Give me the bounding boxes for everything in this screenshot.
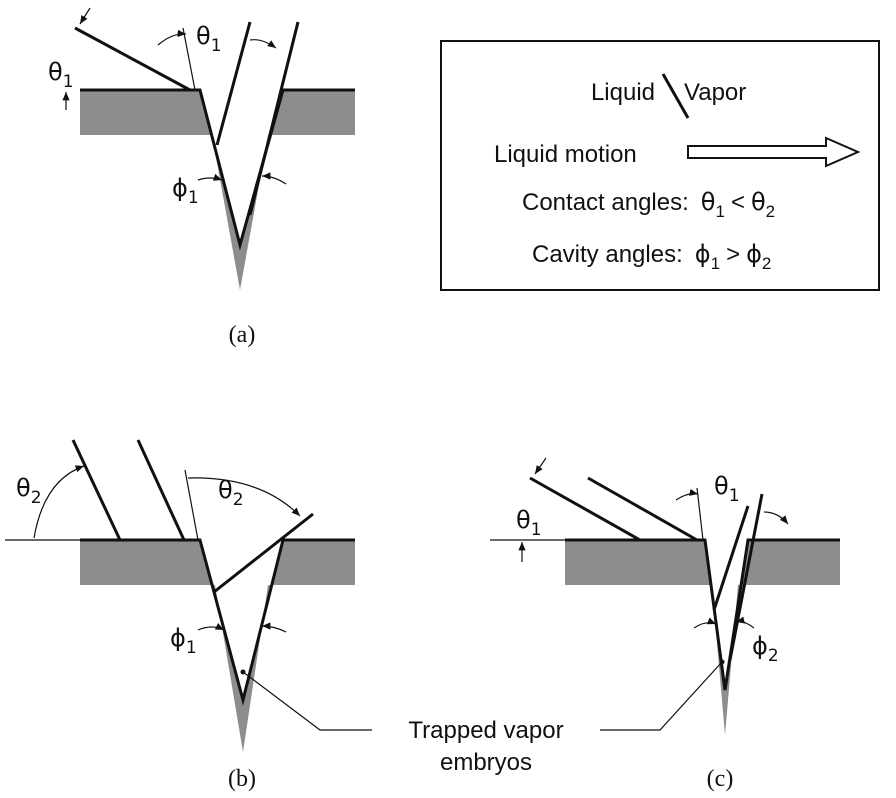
angle-arc xyxy=(735,616,755,629)
angle-arrow xyxy=(534,457,547,475)
label: θ2 xyxy=(16,474,42,508)
angle-arc xyxy=(763,511,789,525)
surface-outline xyxy=(80,538,355,706)
angle-arc xyxy=(157,29,187,46)
label: θ2 xyxy=(218,476,244,510)
liquid-interface xyxy=(71,439,122,541)
panel-a: θ1 θ1 ϕ1 (a) xyxy=(48,7,355,348)
leader-line xyxy=(242,671,372,731)
solid-surface xyxy=(80,90,355,290)
legend-motion: Liquid motion xyxy=(494,141,637,168)
reference-line xyxy=(696,487,704,541)
liquid-interface xyxy=(529,476,641,542)
angle-arc xyxy=(197,173,223,181)
motion-arrow xyxy=(687,136,861,168)
annotation-text: Trapped vapor xyxy=(408,717,563,744)
surface-outline xyxy=(565,538,840,691)
caption: (a) xyxy=(229,322,256,348)
label: θ1 xyxy=(714,472,740,506)
angle-arc xyxy=(261,172,287,185)
annotation-text: embryos xyxy=(440,749,532,776)
solid-surface xyxy=(565,540,840,735)
surface-outline xyxy=(80,88,355,251)
angle-arc xyxy=(249,39,277,49)
interface-sample xyxy=(661,73,690,119)
legend-cavity: Cavity angles: ϕ1 > ϕ2 xyxy=(532,240,771,273)
legend: Liquid Vapor Liquid motion Contact angle… xyxy=(440,40,880,291)
angle-arrow xyxy=(79,7,91,25)
solid-surface xyxy=(80,540,355,752)
label: θ1 xyxy=(196,22,222,56)
liquid-interface xyxy=(136,439,186,541)
angle-arc xyxy=(675,488,699,501)
panel-b: θ2 θ2 ϕ1 (b) xyxy=(5,439,355,792)
liquid-interface xyxy=(74,26,191,92)
vapor-interface xyxy=(213,512,314,594)
vapor-interface xyxy=(215,21,252,146)
panel-c: θ1 θ1 ϕ2 (c) xyxy=(490,457,840,792)
label: ϕ2 xyxy=(752,632,779,666)
legend-liquid: Liquid xyxy=(591,79,655,106)
reference-line xyxy=(182,27,196,91)
caption: (c) xyxy=(707,766,734,792)
label: θ1 xyxy=(48,58,74,92)
angle-arc xyxy=(693,617,717,629)
angle-arc xyxy=(197,623,225,631)
label: ϕ1 xyxy=(170,624,197,658)
angle-arc xyxy=(261,622,287,633)
label: θ1 xyxy=(516,506,542,540)
reference-line xyxy=(184,469,199,541)
legend-box xyxy=(440,40,880,291)
annotation: Trapped vapor embryos xyxy=(240,659,725,776)
liquid-interface xyxy=(248,21,300,216)
angle-arc xyxy=(187,477,301,517)
angle-arc xyxy=(33,465,85,539)
label: ϕ1 xyxy=(172,174,199,208)
leader-line xyxy=(600,661,723,731)
vapor-interface xyxy=(712,505,750,611)
legend-vapor: Vapor xyxy=(684,79,746,106)
legend-contact: Contact angles: θ1 < θ2 xyxy=(522,188,775,221)
liquid-interface xyxy=(587,476,698,542)
liquid-interface xyxy=(728,493,764,661)
caption: (b) xyxy=(228,766,256,792)
